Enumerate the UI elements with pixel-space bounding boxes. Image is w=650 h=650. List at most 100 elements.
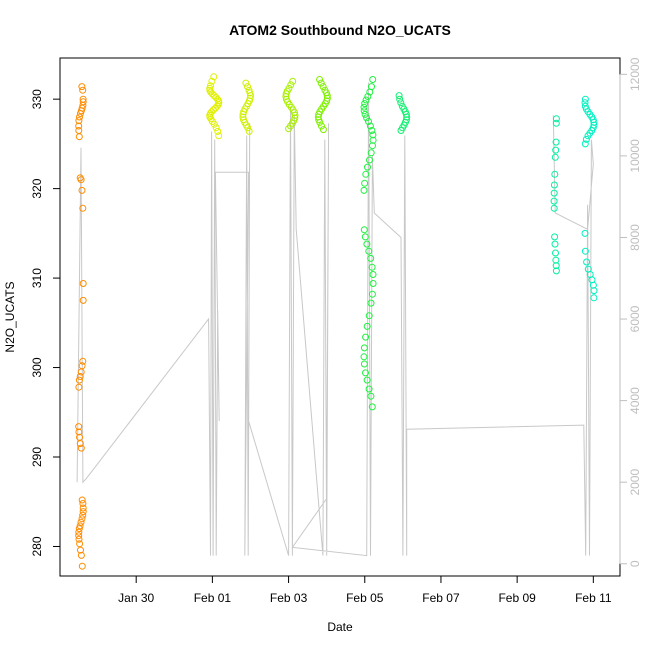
x-axis: Jan 30 Feb 01 Feb 03 Feb 05 Feb 07 Feb 09 Feb … — [118, 575, 612, 605]
data-point — [360, 107, 368, 115]
series-flight-3 — [239, 79, 254, 135]
x-tick-label: Jan 30 — [118, 591, 154, 605]
data-point — [590, 294, 598, 302]
data-point — [78, 562, 86, 570]
y2-tick-label: 10000 — [628, 139, 642, 173]
data-point — [364, 93, 372, 100]
data-point — [363, 240, 371, 248]
data-point — [75, 423, 83, 431]
series-flight-4 — [282, 77, 299, 133]
data-point — [315, 110, 323, 118]
data-point — [75, 532, 83, 540]
data-point — [360, 344, 368, 352]
series-flight-7 — [395, 92, 411, 134]
data-point — [552, 115, 560, 123]
data-point — [552, 119, 560, 127]
data-point — [368, 127, 376, 134]
data-point — [79, 86, 87, 94]
data-point — [212, 124, 220, 132]
data-point — [397, 99, 405, 107]
data-point — [285, 125, 293, 133]
data-point — [75, 525, 83, 533]
data-point — [365, 312, 373, 320]
data-point — [369, 76, 377, 83]
data-point — [208, 77, 216, 85]
data-point — [367, 392, 375, 400]
data-point — [367, 299, 375, 307]
x-tick-label: Feb 11 — [575, 591, 612, 605]
data-point — [360, 226, 368, 234]
data-point — [402, 110, 410, 118]
data-point — [368, 290, 376, 298]
data-point — [319, 126, 327, 134]
data-point — [396, 95, 404, 103]
data-point — [79, 204, 87, 212]
plot-frame — [59, 57, 621, 577]
y2-tick-label: 2000 — [628, 469, 642, 496]
data-point — [79, 296, 87, 304]
data-point — [323, 92, 331, 100]
y2-tick-label: 0 — [628, 560, 642, 567]
altitude-trace — [76, 82, 594, 557]
chart-title: ATOM2 Southbound N2O_UCATS — [229, 22, 451, 38]
data-point — [550, 181, 558, 189]
data-point — [76, 373, 84, 380]
data-point — [361, 110, 369, 118]
series-flight-9 — [581, 95, 598, 302]
data-point — [363, 322, 371, 330]
data-point — [214, 95, 221, 103]
data-point — [365, 385, 373, 393]
x-tick-label: Feb 07 — [422, 591, 460, 605]
y-tick-label: 290 — [30, 447, 44, 467]
data-point — [582, 135, 590, 143]
data-point — [581, 99, 589, 107]
data-point — [213, 102, 221, 110]
data-point — [360, 103, 368, 111]
data-point — [79, 504, 87, 512]
data-point — [316, 76, 324, 83]
data-point — [244, 124, 252, 132]
data-point — [210, 120, 218, 128]
data-point — [247, 92, 254, 100]
data-point — [366, 88, 374, 96]
data-point — [369, 280, 377, 287]
data-point — [246, 89, 254, 97]
x-tick-label: Feb 01 — [194, 591, 232, 605]
data-point — [76, 113, 83, 121]
data-point — [75, 122, 83, 130]
data-point — [551, 170, 559, 178]
data-point — [208, 90, 216, 98]
data-point — [552, 138, 560, 146]
y-tick-label: 330 — [30, 89, 44, 109]
data-point — [245, 127, 253, 135]
data-point — [395, 92, 403, 100]
data-point — [215, 132, 223, 140]
data-point — [75, 117, 83, 125]
data-point — [366, 156, 373, 164]
data-point — [77, 551, 85, 559]
data-point — [79, 280, 87, 287]
data-point — [369, 271, 377, 278]
data-point — [590, 287, 598, 295]
data-point — [552, 249, 559, 257]
data-point — [368, 403, 376, 411]
data-point — [369, 131, 377, 139]
data-point — [319, 83, 327, 91]
data-point — [364, 163, 371, 171]
data-point — [75, 127, 83, 134]
data-point — [75, 383, 83, 391]
data-point — [244, 83, 251, 91]
data-point — [76, 540, 84, 548]
data-point — [583, 258, 591, 266]
data-point — [360, 353, 368, 361]
data-point — [210, 73, 218, 81]
x-axis-label: Date — [327, 620, 353, 634]
data-point — [581, 140, 589, 148]
altitude-line — [76, 82, 594, 557]
data-point — [589, 281, 597, 289]
data-point — [75, 376, 83, 384]
data-point — [77, 368, 85, 376]
data-point — [211, 104, 219, 112]
series-flight-5 — [314, 76, 331, 134]
